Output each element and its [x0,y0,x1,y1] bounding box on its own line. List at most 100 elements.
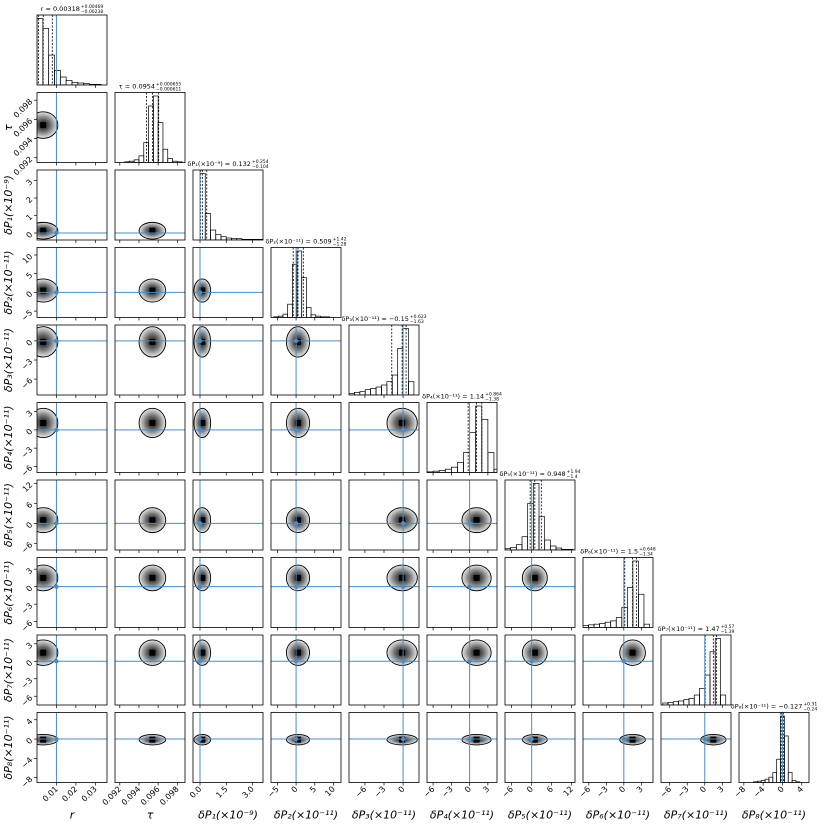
panel-content [199,170,263,240]
histogram-bar [638,593,645,628]
truth-point [54,290,59,295]
x-tick-label: 6 [545,785,555,795]
x-tick-label: 0 [617,785,627,795]
hist-title-median: 1.5 [628,548,638,556]
x-tick-label: 0 [463,785,473,795]
hist-title-lower: −1.34 [639,552,653,558]
density-peak [199,736,206,743]
histogram-bar [693,694,700,705]
x-tick-label: 0 [290,785,300,795]
density-peak [294,419,301,426]
panel-frame [426,712,498,783]
y-tick-label: 0.094 [12,136,35,159]
panel-content [193,635,263,705]
histogram-bar [672,701,679,705]
panel-frame [504,479,576,551]
histogram-bar [359,391,366,395]
truth-point [702,736,707,742]
density-peak [629,649,636,656]
hist-title-upper: +0.623 [410,314,427,320]
x-tick-label: 12 [562,785,576,799]
panel-content [37,402,107,473]
density-peak [149,517,156,524]
histogram-bar [714,638,721,705]
density-peak [40,649,47,656]
density-peak [149,649,156,656]
hist-title-lower: −0.104 [252,164,269,170]
panel-frame [36,479,108,551]
histogram-bar [549,545,557,550]
panel-frame [504,557,576,628]
x-tick-label: −3 [440,785,455,800]
panel-content [661,712,731,783]
truth-point [293,736,299,742]
panel-frame [192,634,264,706]
x-tick-label: −6 [422,785,437,800]
hist-title-median: 0.948 [547,470,566,478]
hist-title: δP₄(×10⁻¹¹) = 1.14 [422,393,484,401]
hist-title-label: r = [41,5,51,13]
panel-content [271,635,341,705]
panel-frame [114,402,186,473]
density-peak [40,227,47,234]
panel-content [662,635,727,705]
panel-frame [192,402,264,473]
histogram-bar [610,620,617,628]
hist-title-median: 0.00318 [53,5,80,13]
truth-point [293,427,299,433]
panel-content [349,557,419,628]
panel-frame [36,14,108,86]
y-tick-label: −5 [20,308,35,323]
hist-title-upper: +0.31 [803,702,817,708]
histogram-bar [688,697,695,705]
y-tick-label: 0.096 [12,116,35,139]
hist-title-median: −0.127 [778,703,802,711]
truth-point [467,521,472,526]
y-tick-label: 1 [24,213,34,223]
hist-title-upper: +0.864 [485,392,502,398]
density-contour [37,278,59,303]
truth-point [54,736,59,742]
panel-content [115,564,185,592]
x-tick-label: 10 [323,785,337,799]
density-peak [199,517,206,524]
y-tick-label: 0.092 [12,155,35,178]
histogram-bar [162,148,169,163]
y-axis-label: δP₂(×10⁻¹¹) [2,250,15,314]
panel-frame [114,634,186,706]
truth-point [293,584,299,589]
x-tick-label: 0.098 [158,785,181,808]
histogram-bar [632,560,639,628]
histogram-bar [457,462,464,473]
panel-content [193,557,263,628]
hist-title: δP₅(×10⁻¹¹) = 0.948 [500,470,566,478]
x-axis-label: δP₇(×10⁻¹¹) [664,809,728,822]
panel-frame [270,479,342,551]
histogram-bar [709,651,716,705]
hist-title: δP₃(×10⁻¹¹) = −0.15 [341,315,408,323]
panel-frame [426,557,498,628]
x-axis-label: δP₈(×10⁻¹¹) [742,809,806,822]
y-tick-label: −6 [20,619,35,634]
histogram-bar [463,452,470,473]
panel-content [193,247,263,318]
density-peak [40,122,47,129]
y-tick-label: 5 [24,271,34,281]
histogram-bar [215,234,222,240]
panel-frame [192,712,264,783]
x-axis-label: δP₁(×10⁻⁹) [198,809,258,822]
histogram-bar [544,539,551,550]
histogram-bar [37,18,44,85]
panel-content [427,635,497,705]
density-peak [531,736,538,743]
x-axis-label: δP₄(×10⁻¹¹) [430,809,494,822]
y-tick-label: 3 [24,409,34,419]
density-peak [40,574,47,581]
truth-point [400,736,406,742]
histogram-bar [153,95,159,163]
panel-frame [36,634,108,706]
x-tick-label: 0.096 [139,785,162,808]
x-tick-label: −4 [752,785,767,800]
y-axis-label: δP₅(×10⁻¹¹) [2,483,15,547]
